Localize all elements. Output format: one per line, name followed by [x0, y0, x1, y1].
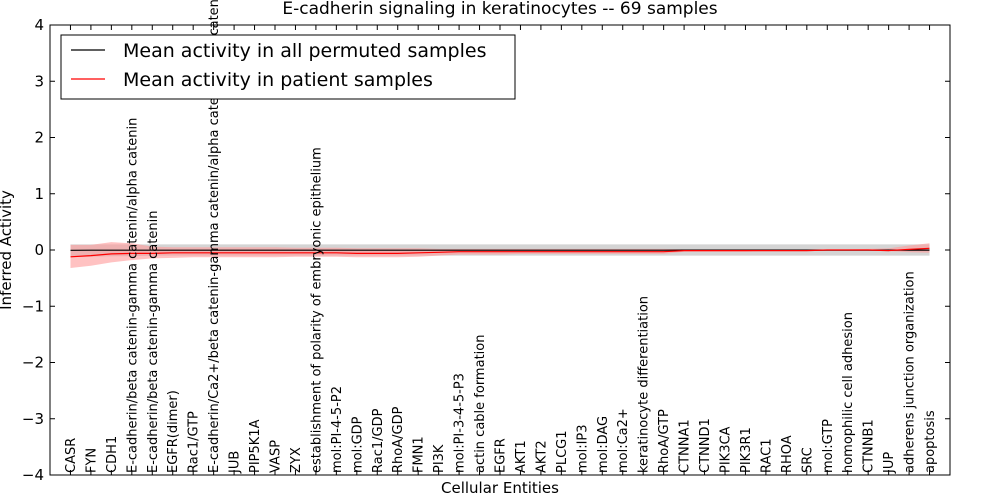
x-tick-label: VASP: [269, 440, 284, 473]
x-tick-label: RAC1: [759, 438, 774, 473]
x-tick-label: actin cable formation: [473, 335, 488, 473]
x-tick-label: PIK3R1: [739, 427, 754, 473]
x-tick-label: JUB: [228, 451, 243, 474]
series-lines: [70, 247, 930, 258]
x-tick-label: SRC: [800, 447, 815, 473]
y-tick-label: −1: [22, 297, 44, 315]
y-tick-label: 2: [34, 129, 44, 147]
legend-label-patient: Mean activity in patient samples: [123, 69, 433, 91]
x-tick-label: CASR: [64, 438, 79, 473]
x-tick-label: CTNNA1: [678, 419, 693, 473]
x-tick-label: mol:GDP: [350, 416, 365, 473]
x-tick-label: E-cadherin/beta catenin-gamma catenin/al…: [125, 118, 140, 473]
x-tick-label: mol:PI-3-4-5-P3: [453, 373, 468, 473]
x-tick-label: homophilic cell adhesion: [841, 312, 856, 473]
line-patient: [70, 247, 930, 258]
x-tick-label: CTNND1: [698, 418, 713, 473]
x-tick-label: EGFR: [494, 438, 509, 473]
x-tick-label: Rac1/GTP: [187, 411, 202, 473]
y-tick-label: 4: [34, 16, 44, 34]
y-axis-title: Inferred Activity: [0, 190, 15, 310]
x-tick-label: FYN: [84, 448, 99, 473]
x-tick-label: mol:IP3: [575, 424, 590, 473]
x-tick-label: mol:PI-4-5-P2: [330, 386, 345, 473]
x-tick-label: PLCG1: [555, 430, 570, 473]
x-tick-label: AKT2: [534, 440, 549, 473]
legend: Mean activity in all permuted samples Me…: [60, 34, 516, 100]
y-tick-label: 1: [34, 185, 44, 203]
x-tick-label: keratinocyte differentiation: [637, 296, 652, 473]
x-tick-label: PIK3CA: [719, 426, 734, 473]
legend-label-permuted: Mean activity in all permuted samples: [123, 40, 486, 62]
x-axis-title: Cellular Entities: [441, 479, 559, 497]
x-tick-label: mol:Ca2+: [616, 408, 631, 473]
y-tick-label: 3: [34, 72, 44, 90]
x-tick-label: E-cadherin/Ca2+/beta catenin-gamma caten…: [207, 0, 222, 473]
y-tick-label: −3: [22, 410, 44, 428]
x-tick-label: RhoA/GDP: [391, 406, 406, 473]
x-tick-label: E-cadherin/beta catenin-gamma catenin: [146, 211, 161, 473]
x-tick-label: FMN1: [412, 436, 427, 473]
x-tick-label: RhoA/GTP: [657, 409, 672, 473]
x-tick-label: mol:DAG: [596, 416, 611, 473]
x-tick-label: adherens junction organization: [903, 271, 918, 473]
x-tick-label: Rac1/GDP: [371, 408, 386, 473]
x-tick-label: apoptosis: [923, 410, 938, 473]
x-tick-label: mol:GTP: [821, 419, 836, 473]
x-tick-label: CTNNB1: [862, 419, 877, 473]
y-tick-label: 0: [34, 241, 44, 259]
x-tick-label: PI3K: [432, 444, 447, 473]
x-tick-label: JUP: [882, 452, 897, 474]
x-tick-label: AKT1: [514, 440, 529, 473]
x-tick-label: establishment of polarity of embryonic e…: [309, 147, 324, 473]
confidence-bands: [70, 242, 930, 268]
x-axis: CASR FYN CDH1 E-cadherin/beta catenin-gamma…: [64, 0, 938, 475]
x-tick-label: EGFR(dimer): [166, 390, 181, 473]
x-tick-label: PIP5K1A: [248, 419, 263, 473]
chart-title: E-cadherin signaling in keratinocytes --…: [282, 0, 717, 19]
x-tick-label: ZYX: [289, 447, 304, 473]
y-axis: −4 −3 −2 −1 0 1 2 3 4: [22, 16, 950, 484]
band-patient: [70, 242, 930, 268]
y-tick-label: −2: [22, 354, 44, 372]
x-tick-label: RHOA: [780, 435, 795, 473]
legend-box: [60, 34, 516, 100]
x-tick-label: CDH1: [105, 436, 120, 473]
y-tick-label: −4: [22, 466, 44, 484]
